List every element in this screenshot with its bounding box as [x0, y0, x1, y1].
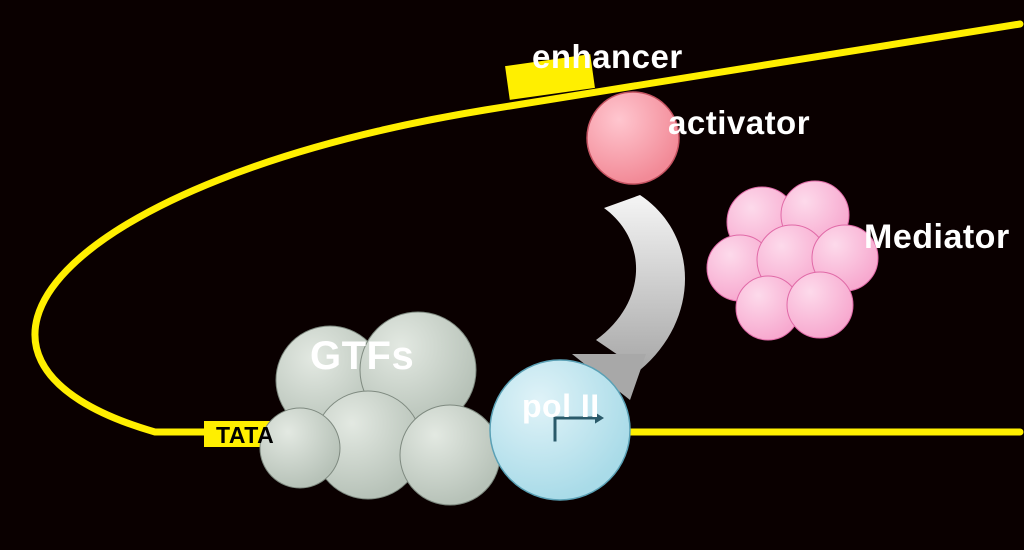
label-gtfs: GTFs: [310, 334, 414, 379]
label-mediator: Mediator: [864, 218, 1010, 257]
mediator-subunit: [787, 272, 853, 338]
activator: [587, 92, 679, 184]
label-activator: activator: [668, 104, 810, 142]
label-tata: TATA: [216, 422, 274, 449]
label-enhancer: enhancer: [532, 38, 683, 76]
diagram-svg: [0, 0, 1024, 550]
label-pol2: pol II: [522, 388, 600, 425]
diagram-stage: enhancer activator Mediator GTFs pol II …: [0, 0, 1024, 550]
pol2: [490, 360, 630, 500]
gtf-subunit: [400, 405, 500, 505]
